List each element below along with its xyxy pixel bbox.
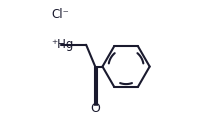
Text: ⁺Hg: ⁺Hg <box>52 38 74 51</box>
Text: Cl⁻: Cl⁻ <box>52 8 70 21</box>
Text: O: O <box>90 102 100 115</box>
